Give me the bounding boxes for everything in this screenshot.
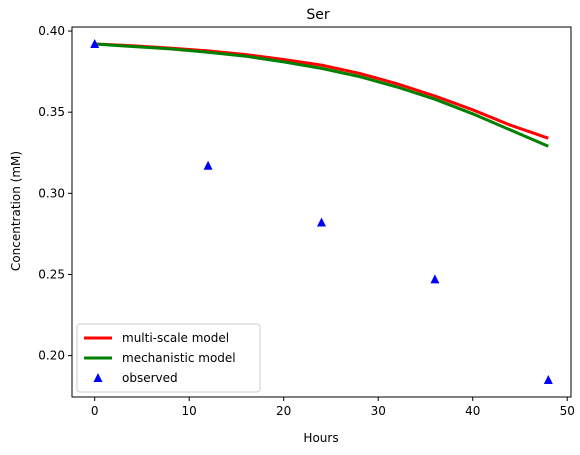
- y-axis-label: Concentration (mM): [9, 151, 23, 271]
- legend-swatch-observed: [93, 373, 103, 382]
- legend-label-mechanistic-model: mechanistic model: [122, 351, 236, 365]
- data-point-observed: [317, 217, 326, 227]
- legend-box: [76, 323, 261, 393]
- series-line-mechanistic-model: [94, 42, 549, 148]
- plot-frame: [71, 26, 572, 398]
- legend-label-observed: observed: [122, 371, 178, 385]
- x-tick-label: 0: [91, 404, 99, 418]
- y-tick-label: 0.30: [38, 186, 65, 200]
- x-axis: 0 10 20 30 40 50: [91, 397, 575, 418]
- y-tick-label: 0.40: [38, 24, 65, 38]
- plot-marks: [90, 39, 553, 384]
- y-tick-label: 0.35: [38, 105, 65, 119]
- x-tick-label: 10: [182, 404, 197, 418]
- x-tick-label: 30: [371, 404, 386, 418]
- chart-title: Ser: [306, 7, 330, 23]
- legend-label-multi-scale-model: multi-scale model: [122, 331, 229, 345]
- x-axis-label: Hours: [303, 431, 338, 445]
- legend: multi-scale model mechanistic model observ…: [76, 323, 261, 393]
- x-tick-label: 40: [465, 404, 480, 418]
- y-axis: 0.20 0.25 0.30 0.35 0.40: [38, 24, 72, 363]
- y-tick-label: 0.20: [38, 349, 65, 363]
- series-line-multi-scale-model: [94, 42, 549, 140]
- data-point-observed: [430, 274, 440, 284]
- y-tick-label: 0.25: [38, 267, 65, 281]
- x-tick-label: 20: [276, 404, 291, 418]
- data-point-observed: [203, 160, 213, 170]
- data-point-observed: [543, 374, 553, 384]
- x-tick-label: 50: [560, 404, 575, 418]
- data-point-observed: [90, 39, 100, 49]
